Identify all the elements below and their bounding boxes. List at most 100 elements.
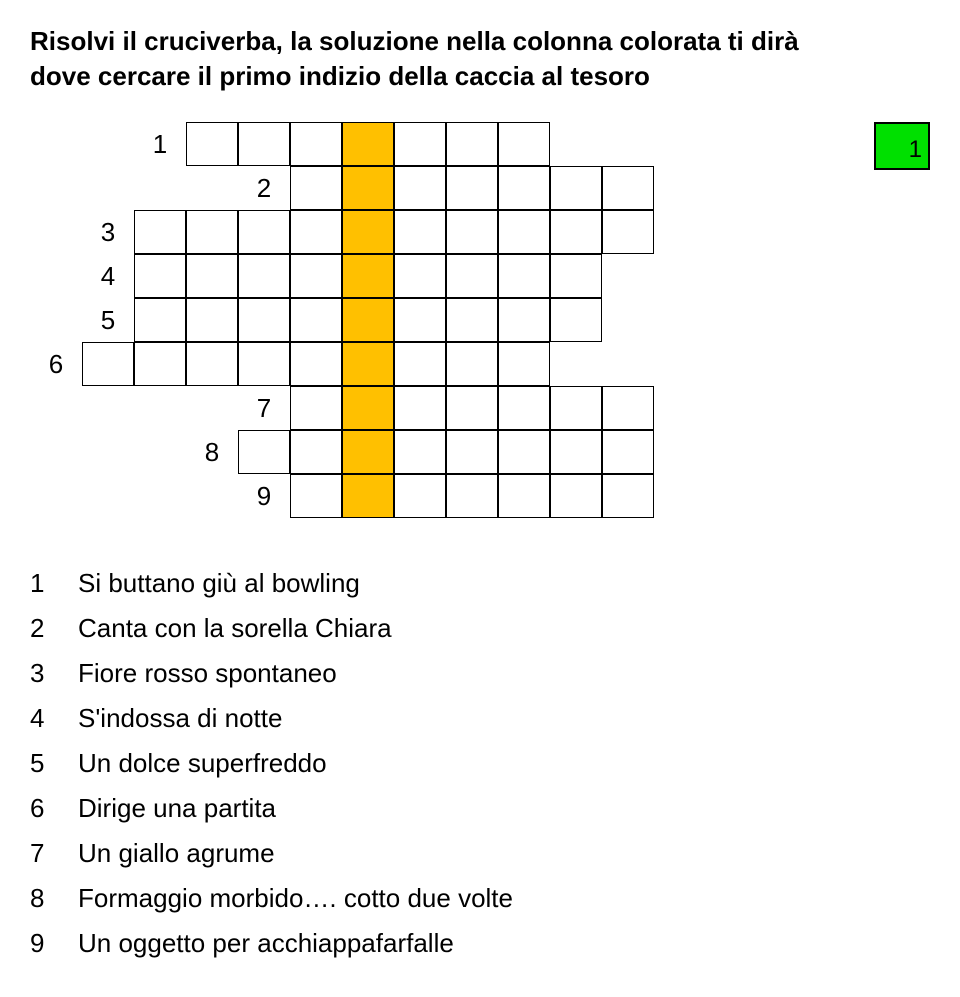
cell-highlight[interactable] (342, 166, 394, 210)
row-number: 5 (82, 298, 134, 342)
blank (602, 342, 654, 386)
cell[interactable] (550, 474, 602, 518)
cell[interactable] (446, 122, 498, 166)
cell[interactable] (498, 166, 550, 210)
cell[interactable] (134, 254, 186, 298)
row-number: 9 (238, 474, 290, 518)
cell[interactable] (602, 430, 654, 474)
cell-highlight[interactable] (342, 298, 394, 342)
cell[interactable] (498, 342, 550, 386)
cell-highlight[interactable] (342, 386, 394, 430)
cell[interactable] (134, 210, 186, 254)
cell[interactable] (290, 298, 342, 342)
blank (30, 254, 82, 298)
cell[interactable] (290, 210, 342, 254)
cell[interactable] (394, 298, 446, 342)
row-number: 8 (186, 430, 238, 474)
cell[interactable] (290, 430, 342, 474)
blank (602, 254, 654, 298)
cell[interactable] (394, 474, 446, 518)
cell[interactable] (238, 430, 290, 474)
cell[interactable] (498, 474, 550, 518)
cell[interactable] (134, 298, 186, 342)
blank (30, 210, 82, 254)
cell[interactable] (394, 166, 446, 210)
cell[interactable] (394, 122, 446, 166)
blank (30, 386, 82, 430)
cell[interactable] (238, 298, 290, 342)
cell[interactable] (186, 210, 238, 254)
cell[interactable] (238, 122, 290, 166)
blank (186, 386, 238, 430)
cell[interactable] (186, 254, 238, 298)
clue-item: 9Un oggetto per acchiappafarfalle (30, 928, 930, 959)
clue-number: 2 (30, 613, 78, 644)
corner-box: 1 (874, 122, 930, 170)
clue-text: Un dolce superfreddo (78, 748, 327, 779)
crossword-area: 1 123456789 (30, 122, 930, 518)
row-number: 4 (82, 254, 134, 298)
cell[interactable] (394, 430, 446, 474)
blank (82, 474, 134, 518)
cell[interactable] (238, 342, 290, 386)
cell[interactable] (290, 474, 342, 518)
clue-text: Canta con la sorella Chiara (78, 613, 392, 644)
cell-highlight[interactable] (342, 122, 394, 166)
cell[interactable] (446, 166, 498, 210)
cell[interactable] (498, 298, 550, 342)
cell[interactable] (550, 166, 602, 210)
cell[interactable] (394, 342, 446, 386)
cell-highlight[interactable] (342, 210, 394, 254)
cell[interactable] (602, 474, 654, 518)
cell[interactable] (82, 342, 134, 386)
cell[interactable] (290, 342, 342, 386)
cell[interactable] (446, 386, 498, 430)
cell[interactable] (550, 298, 602, 342)
cell[interactable] (446, 474, 498, 518)
row-number: 3 (82, 210, 134, 254)
cell[interactable] (602, 386, 654, 430)
cell[interactable] (446, 342, 498, 386)
cell[interactable] (186, 122, 238, 166)
cell[interactable] (550, 254, 602, 298)
cell[interactable] (186, 342, 238, 386)
blank (30, 474, 82, 518)
cell[interactable] (550, 210, 602, 254)
cell[interactable] (394, 254, 446, 298)
cell[interactable] (498, 210, 550, 254)
cell-highlight[interactable] (342, 430, 394, 474)
cell[interactable] (446, 298, 498, 342)
blank (30, 166, 82, 210)
cell[interactable] (186, 298, 238, 342)
intro-line1: Risolvi il cruciverba, la soluzione nell… (30, 26, 799, 56)
cell[interactable] (498, 122, 550, 166)
cell[interactable] (290, 254, 342, 298)
row-number: 7 (238, 386, 290, 430)
blank (30, 298, 82, 342)
cell[interactable] (394, 210, 446, 254)
cell[interactable] (602, 166, 654, 210)
cell[interactable] (550, 386, 602, 430)
cell[interactable] (290, 122, 342, 166)
cell[interactable] (550, 430, 602, 474)
cell[interactable] (602, 210, 654, 254)
cell[interactable] (290, 166, 342, 210)
cell-highlight[interactable] (342, 474, 394, 518)
cell[interactable] (238, 210, 290, 254)
clue-number: 4 (30, 703, 78, 734)
cell[interactable] (446, 210, 498, 254)
cell[interactable] (394, 386, 446, 430)
clue-item: 6Dirige una partita (30, 793, 930, 824)
cell[interactable] (446, 430, 498, 474)
cell-highlight[interactable] (342, 342, 394, 386)
cell[interactable] (498, 386, 550, 430)
cell[interactable] (134, 342, 186, 386)
cell[interactable] (290, 386, 342, 430)
cell[interactable] (446, 254, 498, 298)
cell[interactable] (498, 430, 550, 474)
blank (82, 430, 134, 474)
clue-item: 8Formaggio morbido…. cotto due volte (30, 883, 930, 914)
cell[interactable] (238, 254, 290, 298)
cell[interactable] (498, 254, 550, 298)
cell-highlight[interactable] (342, 254, 394, 298)
